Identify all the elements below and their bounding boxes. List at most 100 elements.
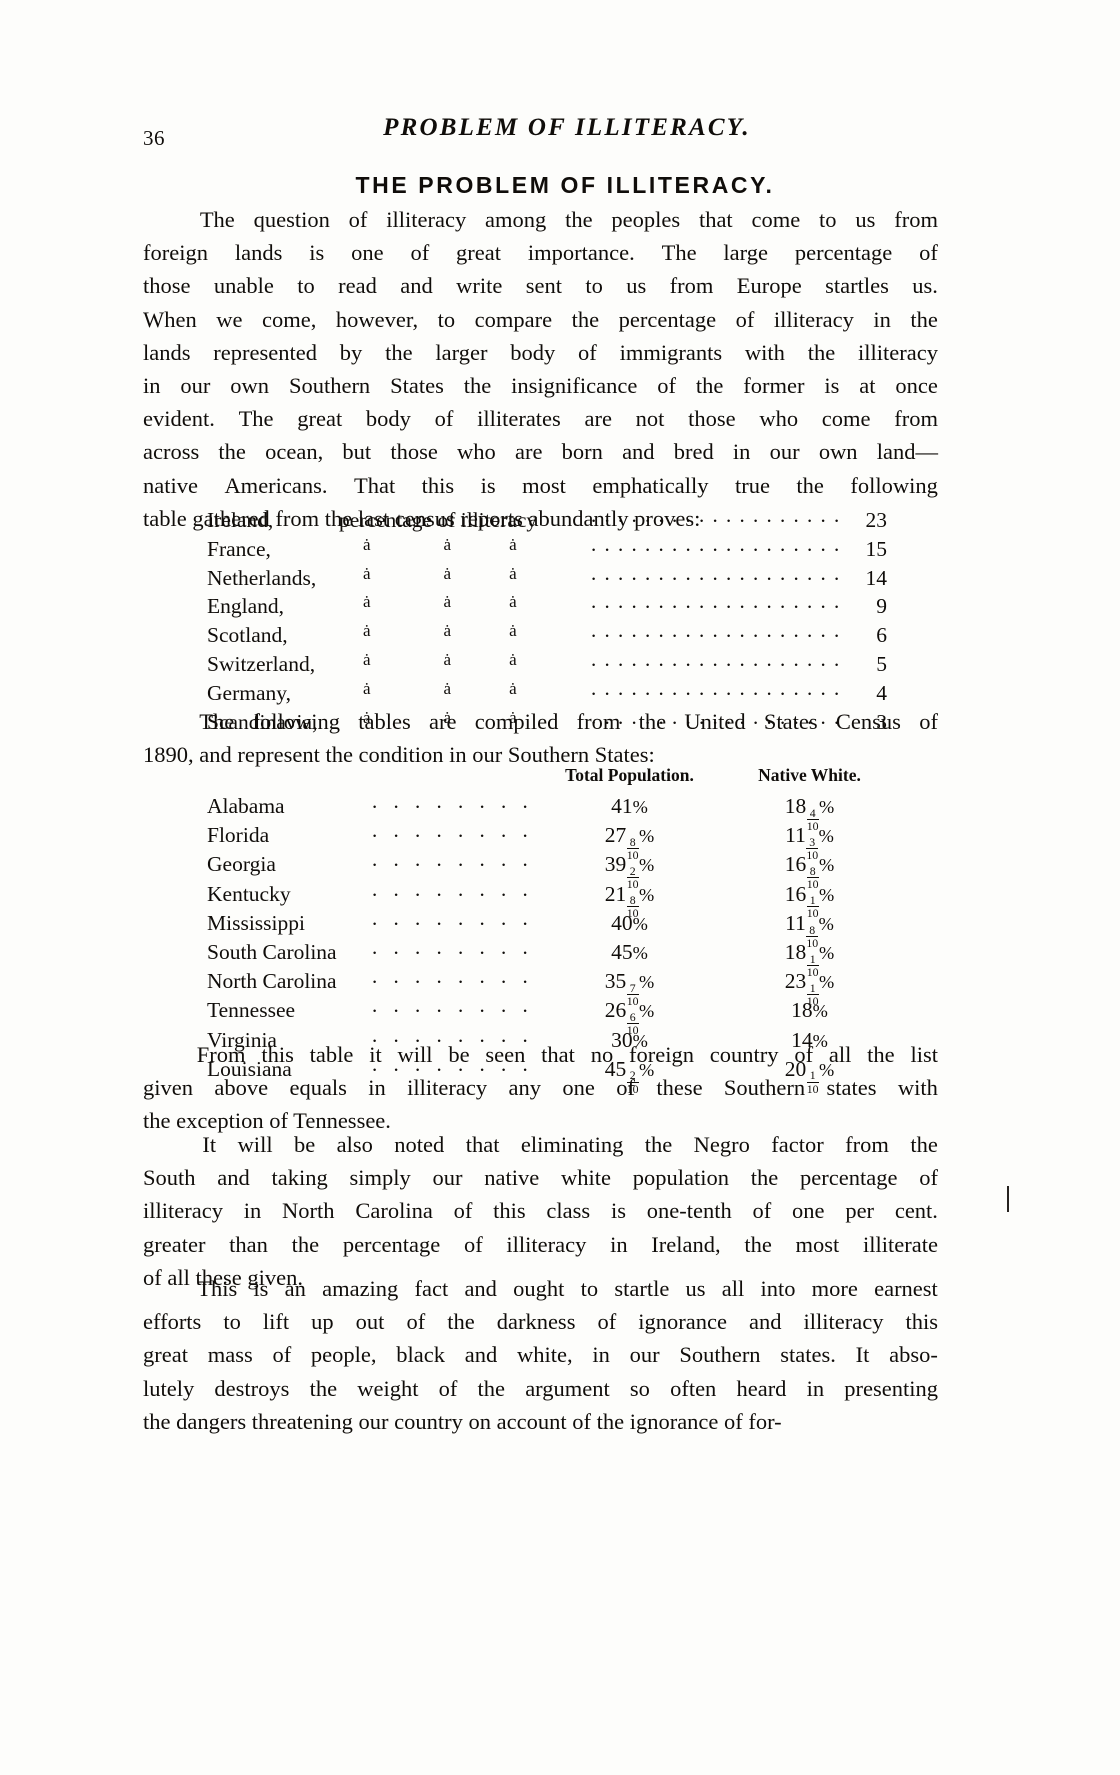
percent-sign: % xyxy=(632,942,648,963)
word: this xyxy=(261,1042,294,1067)
country-illiteracy-value: 5 xyxy=(876,651,887,676)
word: all xyxy=(721,1276,745,1301)
value-whole: 11 xyxy=(785,823,806,848)
word: illiteracy xyxy=(773,306,854,332)
word: it xyxy=(369,1042,382,1067)
word: illiterate xyxy=(863,1231,938,1257)
text-line: across the ocean, but those who are born and bred… xyxy=(143,435,938,468)
fraction-denominator: 10 xyxy=(806,993,819,1008)
word: of xyxy=(616,1075,635,1101)
word: insignificance xyxy=(511,373,638,399)
country-illiteracy-value: 3 xyxy=(876,709,887,734)
text-line: greater than the percentage of illiteracy in Ir… xyxy=(143,1228,938,1261)
word: of xyxy=(578,339,597,365)
word: all xyxy=(828,1042,852,1067)
word: illiteracy xyxy=(858,339,938,365)
value-whole: 45 xyxy=(611,939,633,964)
word: of xyxy=(597,1309,617,1335)
word: heard xyxy=(736,1375,787,1401)
paragraph-indent xyxy=(143,705,181,738)
value-whole: 21 xyxy=(604,881,627,906)
word: argument xyxy=(525,1375,610,1401)
word: large xyxy=(723,240,768,266)
word: is xyxy=(253,1276,269,1301)
dot-leader xyxy=(591,591,839,613)
value-whole: 40 xyxy=(611,910,633,935)
word: the xyxy=(695,373,724,399)
fraction-numerator: 1 xyxy=(809,893,816,908)
word: with xyxy=(897,1075,938,1101)
percent-sign: % xyxy=(819,942,835,963)
fraction-denominator: 10 xyxy=(626,848,639,863)
word: startles xyxy=(825,273,889,299)
percent-sign: % xyxy=(632,913,648,934)
word: any xyxy=(508,1075,542,1101)
percent-sign: % xyxy=(819,972,835,993)
dot-leader xyxy=(372,879,537,901)
word: from xyxy=(894,406,938,432)
word: and xyxy=(217,1165,250,1191)
fraction: 4 10 xyxy=(806,807,819,833)
word: presenting xyxy=(844,1375,938,1401)
country-row: France, ȧ ȧ ȧ 15 xyxy=(207,534,887,563)
word: Ireland, xyxy=(651,1231,721,1257)
fraction-numerator: 2 xyxy=(629,864,636,879)
ditto-mark: ȧ xyxy=(363,563,371,583)
word: ocean, xyxy=(265,439,324,465)
dot-leader xyxy=(591,534,839,556)
word: are xyxy=(514,439,543,465)
word: of xyxy=(410,240,430,266)
word: black xyxy=(396,1342,445,1368)
ditto-mark: ȧ xyxy=(363,534,371,554)
native-white-value: 18 4 10% xyxy=(722,794,897,832)
word: in xyxy=(368,1075,386,1101)
word: of xyxy=(919,240,938,266)
word: and xyxy=(622,439,655,465)
word: states xyxy=(826,1075,877,1101)
fraction: 1 10 xyxy=(806,893,819,919)
column-header-native-white: Native White. xyxy=(758,765,861,785)
word: the xyxy=(463,373,492,399)
country-name: Scandinavia, xyxy=(207,709,318,734)
fraction-denominator: 10 xyxy=(806,818,819,833)
line-text: 1890, and represent the condition in our… xyxy=(143,742,655,768)
value-whole: 14 xyxy=(791,1027,813,1052)
word: the xyxy=(807,339,836,365)
paragraph-indent xyxy=(143,203,181,236)
state-name: Mississippi xyxy=(207,910,305,935)
word: will xyxy=(237,1132,273,1157)
word: of xyxy=(794,1042,814,1067)
word: in xyxy=(610,1231,628,1257)
word: those xyxy=(688,406,736,432)
word: the xyxy=(638,709,667,734)
dot-leader xyxy=(372,966,537,988)
paragraph-indent xyxy=(143,1272,181,1305)
word: Census xyxy=(835,709,901,734)
fraction-numerator: 1 xyxy=(809,980,816,995)
total-population-value: 40% xyxy=(537,911,722,936)
word: our xyxy=(432,1165,463,1191)
paragraph-conclusion-one: From this table it will be seen that no foreign co… xyxy=(143,1038,938,1138)
dot-leader xyxy=(591,620,839,642)
word: this xyxy=(421,472,455,498)
value-whole: 11 xyxy=(785,910,806,935)
fraction-denominator: 10 xyxy=(626,906,639,921)
word: eliminating xyxy=(520,1132,624,1157)
state-name: Georgia xyxy=(207,852,276,877)
word: at xyxy=(859,373,876,399)
text-line: evident. The great body of illiterates are not t… xyxy=(143,402,938,435)
fraction-numerator: 7 xyxy=(629,980,636,995)
paragraph-conclusion-three: This is an amazing fact and ought to startle us al… xyxy=(143,1272,938,1438)
word: Europe xyxy=(736,273,802,299)
text-line: native Americans. That this is most emphatical… xyxy=(143,469,938,502)
ditto-mark: ȧ xyxy=(443,563,452,583)
country-row: Ireland, percentage of illiteracy 23 xyxy=(207,505,887,534)
word: former xyxy=(743,373,805,399)
word: most xyxy=(795,1231,840,1257)
